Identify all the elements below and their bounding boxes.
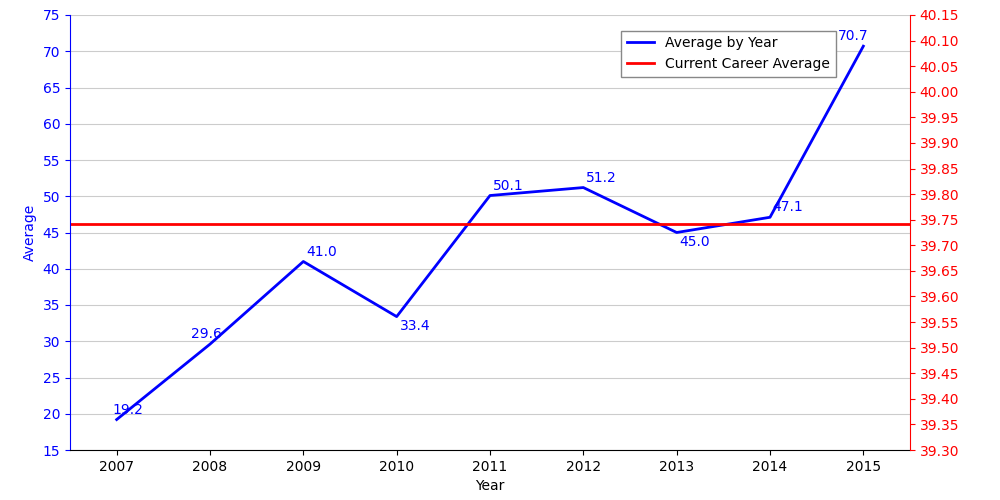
- Average by Year: [857, 43, 869, 49]
- Average by Year: [671, 230, 683, 235]
- Text: 50.1: 50.1: [493, 178, 524, 192]
- Legend: Average by Year, Current Career Average: Average by Year, Current Career Average: [621, 30, 836, 76]
- Text: 33.4: 33.4: [399, 320, 430, 334]
- Text: 29.6: 29.6: [191, 328, 221, 342]
- Average by Year: [111, 416, 123, 422]
- Average by Year: [204, 341, 216, 347]
- Text: 70.7: 70.7: [838, 30, 869, 44]
- Average by Year: [764, 214, 776, 220]
- Text: 41.0: 41.0: [306, 244, 337, 258]
- Average by Year: [297, 258, 309, 264]
- X-axis label: Year: Year: [475, 480, 505, 494]
- Line: Average by Year: Average by Year: [117, 46, 863, 420]
- Text: 47.1: 47.1: [773, 200, 804, 214]
- Text: 51.2: 51.2: [586, 171, 617, 185]
- Y-axis label: Average: Average: [23, 204, 37, 261]
- Text: 19.2: 19.2: [113, 403, 143, 417]
- Text: 45.0: 45.0: [679, 235, 710, 249]
- Average by Year: [391, 314, 403, 320]
- Average by Year: [577, 184, 589, 190]
- Average by Year: [484, 192, 496, 198]
